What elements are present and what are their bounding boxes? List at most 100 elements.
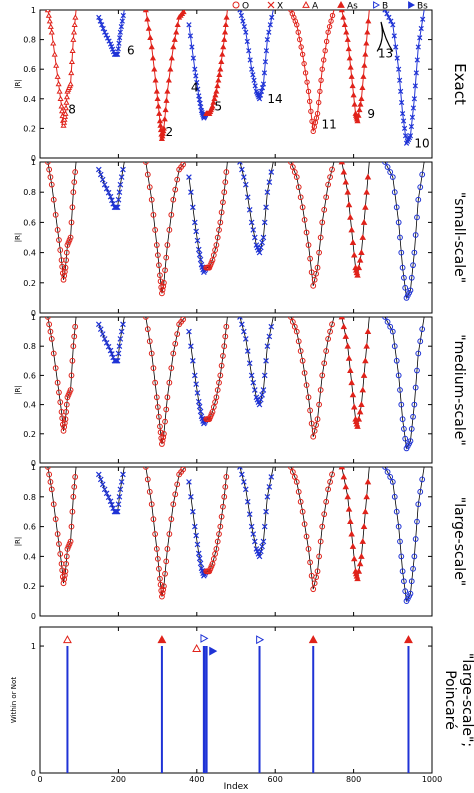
method-point (419, 326, 426, 333)
method-point (389, 328, 396, 335)
method-point (52, 516, 59, 523)
series-10-point (415, 44, 421, 50)
series-9-point (359, 84, 366, 90)
series-8-point (53, 62, 60, 68)
series-9-point (341, 21, 348, 28)
method-point (99, 176, 106, 183)
series-5-point (219, 51, 226, 57)
y-tick-label: 0.6 (23, 523, 36, 532)
curve-label-11: 11 (321, 117, 336, 131)
series-6-point (116, 40, 122, 46)
method-point (220, 353, 226, 359)
method-point (116, 493, 123, 500)
method-point (319, 523, 326, 530)
series-14-point (247, 57, 253, 63)
series-8-point (70, 28, 78, 35)
method-point (348, 530, 355, 537)
method-point (311, 276, 318, 283)
method-point (222, 333, 229, 340)
method-line (145, 467, 186, 597)
series-9-point (346, 54, 353, 61)
method-point (242, 486, 249, 493)
series-10-point (384, 11, 390, 17)
method-point (412, 536, 419, 542)
method-point (356, 408, 364, 415)
method-point (46, 321, 53, 328)
series-2-point (142, 10, 149, 13)
method-point (313, 422, 319, 428)
method-point (287, 317, 294, 320)
method-point (168, 365, 175, 372)
series-10-point (391, 33, 397, 39)
method-point (44, 467, 51, 470)
method-point (95, 321, 102, 328)
method-point (216, 227, 222, 233)
method-point (150, 365, 157, 372)
series-10-point (414, 57, 420, 63)
method-point (72, 169, 79, 175)
method-point (50, 350, 57, 357)
method-point (162, 570, 168, 577)
method-point (258, 244, 264, 251)
method-point (109, 197, 115, 204)
series-6-point (100, 25, 106, 32)
series-14-point (237, 10, 243, 13)
method-point (387, 323, 394, 330)
method-point (142, 467, 149, 470)
series-8-point (59, 107, 66, 114)
method-point (99, 481, 106, 488)
series-6-point (96, 14, 102, 21)
method-point (237, 467, 243, 470)
method-point (159, 437, 166, 444)
method-point (148, 196, 155, 203)
series-10-point (386, 14, 392, 21)
y-axis-label: |R| (14, 537, 22, 547)
panel-3: 0 0.2 0.4 0.6 0.8 1 |R| "medium-scale" (14, 313, 467, 468)
method-point (314, 416, 321, 423)
series-2-point (144, 16, 151, 22)
method-point (301, 216, 308, 223)
series-8-point (56, 88, 63, 94)
method-point (223, 169, 230, 175)
method-point (355, 567, 363, 574)
series-2-point (159, 132, 166, 139)
series-9-point (338, 10, 345, 13)
method-point (395, 372, 402, 379)
series-9-point (364, 28, 371, 35)
curve-bracket-13 (376, 21, 394, 52)
series-4-point (195, 86, 201, 92)
series-8-point (60, 122, 67, 128)
y-tick-label: 0 (31, 612, 36, 621)
method-point (244, 348, 251, 354)
method-point (172, 186, 179, 193)
method-point (148, 501, 155, 508)
method-point (216, 531, 222, 537)
method-point (384, 164, 391, 170)
method-point (349, 391, 357, 398)
method-point (399, 416, 406, 423)
method-point (70, 493, 77, 500)
plot-frame (39, 161, 433, 314)
method-point (259, 239, 265, 246)
series-9-point (348, 73, 355, 79)
method-point (397, 234, 403, 241)
method-point (354, 575, 361, 582)
method-point (156, 565, 162, 572)
method-point (323, 498, 330, 505)
method-point (152, 531, 159, 537)
plot-frame (39, 316, 433, 464)
method-point (172, 340, 179, 347)
method-point (157, 272, 163, 279)
series-10-point (412, 83, 418, 89)
series-5-point (223, 14, 230, 20)
method-point (360, 371, 368, 378)
method-point (391, 343, 398, 350)
series-9-point (343, 28, 350, 35)
method-point (266, 179, 273, 185)
series-10-point (408, 123, 415, 130)
y-tick-label: 1 (31, 642, 36, 651)
method-point (61, 268, 68, 275)
method-point (194, 541, 201, 548)
method-point (241, 174, 247, 180)
y-tick-label: 1 (31, 463, 36, 472)
